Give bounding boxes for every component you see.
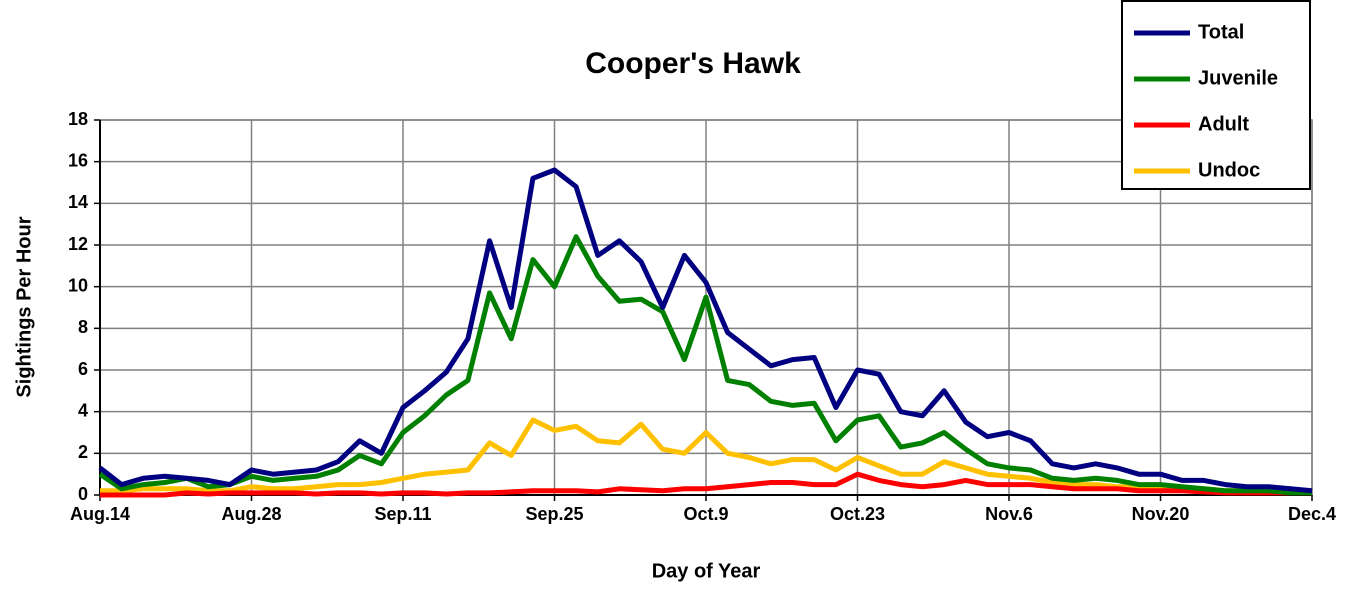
legend-label: Adult: [1198, 113, 1249, 135]
chart-title: Cooper's Hawk: [585, 47, 801, 80]
y-tick-label: 2: [78, 442, 88, 462]
y-tick-label: 10: [68, 275, 88, 295]
series-line: [100, 471, 1312, 498]
legend-label: Total: [1198, 21, 1244, 43]
x-tick-label: Sep.11: [374, 504, 431, 524]
x-axis-label: Day of Year: [652, 560, 761, 582]
series-line: [100, 417, 1313, 496]
x-tick-label: Aug.28: [221, 504, 281, 524]
legend-label: Undoc: [1198, 159, 1260, 181]
y-tick-label: 6: [78, 359, 88, 379]
y-tick-label: 0: [78, 484, 88, 504]
x-tick-label: Dec.4: [1288, 504, 1336, 524]
x-tick-label: Nov.6: [985, 504, 1033, 524]
x-tick-label: Oct.9: [683, 504, 728, 524]
series-line: [98, 234, 1312, 496]
y-tick-label: 18: [68, 109, 88, 129]
y-tick-label: 16: [68, 150, 88, 170]
y-axis-label: Sightings Per Hour: [13, 216, 35, 397]
series-line: [98, 167, 1313, 494]
y-tick-label: 12: [68, 234, 88, 254]
y-tick-label: 8: [78, 317, 88, 337]
y-tick-label: 14: [68, 192, 88, 212]
legend-label: Juvenile: [1198, 67, 1278, 89]
x-tick-label: Aug.14: [70, 504, 130, 524]
x-tick-label: Sep.25: [525, 504, 583, 524]
x-tick-label: Nov.20: [1132, 504, 1190, 524]
y-tick-label: 4: [78, 400, 88, 420]
x-tick-label: Oct.23: [830, 504, 885, 524]
